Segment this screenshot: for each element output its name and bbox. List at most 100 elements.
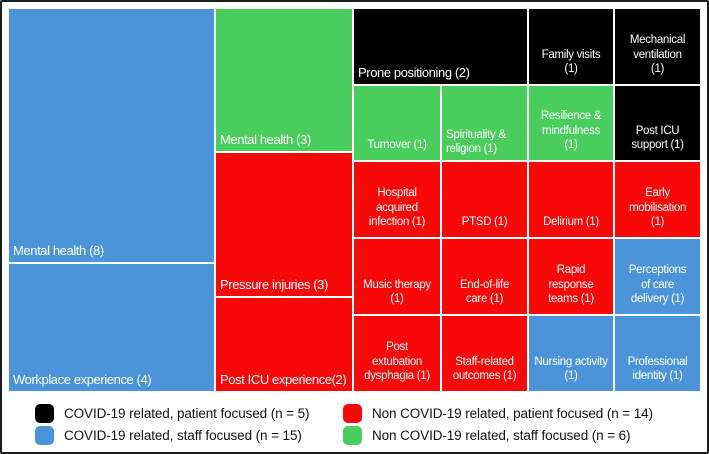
treemap-block-mental-health-3: Mental health (3) xyxy=(215,8,353,152)
treemap-block-prone-positioning-2: Prone positioning (2) xyxy=(353,8,528,85)
legend-swatch-covid-staff xyxy=(35,426,54,445)
treemap-block-label: Pressure injuries (3) xyxy=(216,277,352,296)
label-line: Music therapy xyxy=(363,278,431,291)
treemap-block-hospital-acquired-infection-1: Hospital acquired infection (1) xyxy=(353,161,441,238)
label-line: Professional xyxy=(627,355,688,368)
label-line: Hospital xyxy=(377,186,417,199)
label-line: Workplace experience (4) xyxy=(13,372,152,388)
treemap-block-label: Music therapy (1) xyxy=(354,278,440,314)
treemap-block-label: Hospital acquired infection (1) xyxy=(354,186,440,237)
treemap-block-family-visits-1: Family visits (1) xyxy=(528,8,614,85)
legend-entry-covid-patient: COVID-19 related, patient focused (n = 5… xyxy=(35,404,310,423)
label-line: ventilation xyxy=(633,48,682,61)
treemap-block-label: Prone positioning (2) xyxy=(354,65,527,84)
treemap-block-resilience-mindfulness-1: Resilience & mindfulness (1) xyxy=(528,85,614,161)
label-line: acquired xyxy=(376,201,418,214)
label-line: Staff-related xyxy=(455,355,514,368)
legend-label: Non COVID-19 related, staff focused (n =… xyxy=(372,428,631,443)
treemap-block-label: Mechanical ventilation (1) xyxy=(615,33,700,84)
label-line: Resilience & xyxy=(540,109,602,122)
treemap-block-nursing-activity-1: Nursing activity (1) xyxy=(528,315,614,392)
treemap-block-mechanical-ventilation-1: Mechanical ventilation (1) xyxy=(614,8,701,85)
label-line: (1) xyxy=(650,63,665,76)
treemap-block-label: End-of-life care (1) xyxy=(442,278,527,314)
label-line: Nursing activity xyxy=(534,355,608,368)
label-line: identity (1) xyxy=(632,370,683,383)
label-line: mindfulness xyxy=(541,124,601,137)
legend-entry-noncovid-staff: Non COVID-19 related, staff focused (n =… xyxy=(343,426,653,445)
label-line: Perceptions xyxy=(628,263,687,276)
label-line: Mechanical xyxy=(629,33,686,46)
label-line: Mental health (3) xyxy=(220,132,311,148)
treemap-block-label: Spirituality & religion (1) xyxy=(442,128,527,160)
treemap-block-label: Post extubation dysphagia (1) xyxy=(354,340,440,391)
label-line: Family visits xyxy=(541,48,601,61)
treemap-block-staff-related-outcomes-1: Staff-related outcomes (1) xyxy=(441,315,528,392)
treemap-block-label: Delirium (1) xyxy=(529,215,613,237)
legend-entry-noncovid-patient: Non COVID-19 related, patient focused (n… xyxy=(343,404,653,423)
legend: COVID-19 related, patient focused (n = 5… xyxy=(2,400,707,452)
label-line: support (1) xyxy=(631,139,684,152)
treemap-block-label: Workplace experience (4) xyxy=(9,372,214,391)
treemap-block-post-icu-experience-2: Post ICU experience(2) xyxy=(215,297,353,392)
label-line: outcomes (1) xyxy=(452,370,517,383)
label-line: of care xyxy=(640,278,675,291)
treemap-block-label: Perceptions of care delivery (1) xyxy=(615,263,700,314)
treemap-block-professional-identity-1: Professional identity (1) xyxy=(614,315,701,392)
label-line: mobilisation xyxy=(628,201,687,214)
treemap-block-spirituality-religion-1: Spirituality & religion (1) xyxy=(441,85,528,161)
label-line: Early xyxy=(645,186,670,199)
label-line: teams (1) xyxy=(548,293,594,306)
treemap-block-rapid-response-teams-1: Rapid response teams (1) xyxy=(528,238,614,315)
label-line: End-of-life xyxy=(459,278,510,291)
label-line: care (1) xyxy=(465,293,504,306)
label-line: religion (1) xyxy=(446,143,497,156)
treemap-block-label: Resilience & mindfulness (1) xyxy=(529,109,613,160)
treemap-block-perceptions-of-care-delivery-1: Perceptions of care delivery (1) xyxy=(614,238,701,315)
label-line: Post xyxy=(386,340,408,353)
treemap-block-label: Mental health (8) xyxy=(9,243,214,262)
legend-swatch-noncovid-patient xyxy=(343,404,362,423)
treemap-block-mental-health-8: Mental health (8) xyxy=(8,8,215,263)
treemap-block-label: Professional identity (1) xyxy=(615,355,700,391)
legend-column: Non COVID-19 related, patient focused (n… xyxy=(343,404,653,445)
treemap-block-end-of-life-care-1: End-of-life care (1) xyxy=(441,238,528,315)
label-line: Post ICU experience(2) xyxy=(220,372,347,388)
label-line: Mental health (8) xyxy=(13,243,104,259)
treemap-block-label: Early mobilisation (1) xyxy=(615,186,700,237)
legend-label: COVID-19 related, patient focused (n = 5… xyxy=(64,406,310,421)
legend-column: COVID-19 related, patient focused (n = 5… xyxy=(35,404,310,445)
treemap-block-label: PTSD (1) xyxy=(442,215,527,237)
label-line: infection (1) xyxy=(368,216,426,229)
treemap-block-post-icu-support-1: Post ICU support (1) xyxy=(614,85,701,161)
label-line: (1) xyxy=(564,63,578,76)
treemap-block-turnover-1: Turnover (1) xyxy=(353,85,441,161)
treemap-block-label: Nursing activity (1) xyxy=(529,355,613,391)
treemap-block-post-extubation-dysphagia-1: Post extubation dysphagia (1) xyxy=(353,315,441,392)
label-line: Prone positioning (2) xyxy=(358,65,470,81)
treemap-block-label: Rapid response teams (1) xyxy=(529,263,613,314)
legend-entry-covid-staff: COVID-19 related, staff focused (n = 15) xyxy=(35,426,309,445)
legend-label: COVID-19 related, staff focused (n = 15) xyxy=(64,428,302,443)
treemap-block-label: Staff-related outcomes (1) xyxy=(442,355,527,391)
label-line: Delirium (1) xyxy=(543,216,599,229)
treemap-block-label: Family visits (1) xyxy=(529,48,613,84)
label-line: (1) xyxy=(390,293,404,306)
legend-swatch-noncovid-staff xyxy=(343,426,362,445)
label-line: delivery (1) xyxy=(630,293,685,306)
label-line: Rapid xyxy=(556,263,586,276)
treemap-block-label: Post ICU experience(2) xyxy=(216,372,352,391)
treemap-block-label: Turnover (1) xyxy=(354,138,440,160)
treemap-block-delirium-1: Delirium (1) xyxy=(528,161,614,238)
treemap-block-workplace-experience-4: Workplace experience (4) xyxy=(8,263,215,392)
treemap-block-early-mobilisation-1: Early mobilisation (1) xyxy=(614,161,701,238)
label-line: (1) xyxy=(564,139,578,152)
treemap-chart: Mental health (8) Workplace experience (4… xyxy=(8,8,701,392)
treemap-block-label: Post ICU support (1) xyxy=(615,124,700,160)
label-line: response xyxy=(548,278,594,291)
label-line: (1) xyxy=(564,370,578,383)
label-line: PTSD (1) xyxy=(461,216,508,229)
legend-label: Non COVID-19 related, patient focused (n… xyxy=(372,406,653,421)
label-line: Pressure injuries (3) xyxy=(220,277,328,293)
